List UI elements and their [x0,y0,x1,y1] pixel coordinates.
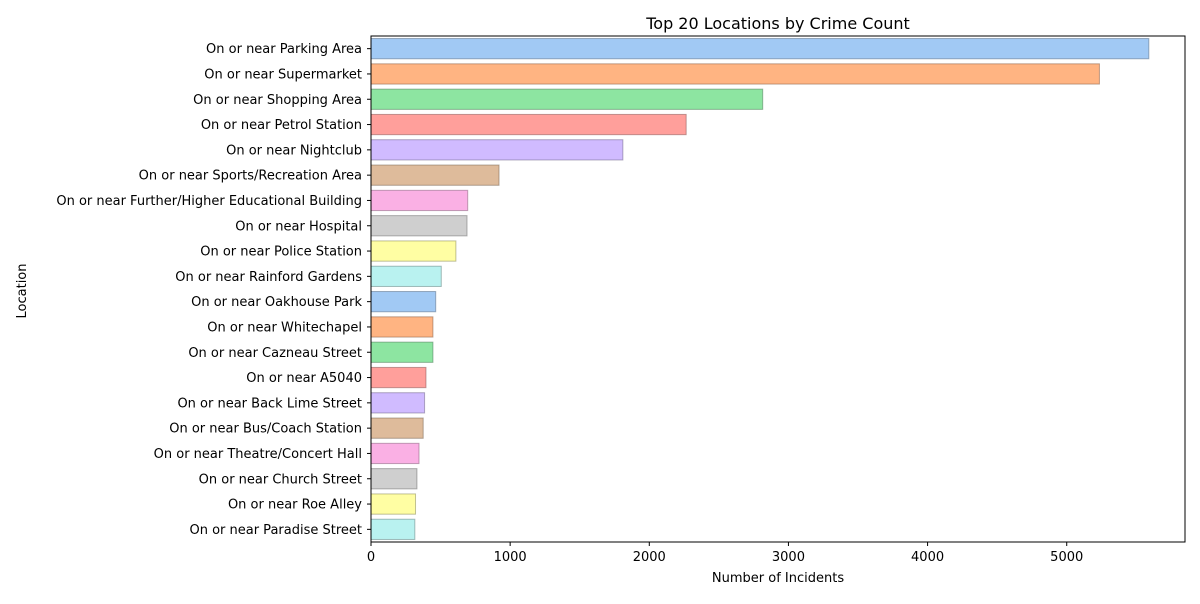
y-tick-label: On or near A5040 [246,371,362,386]
y-tick-label: On or near Further/Higher Educational Bu… [56,194,362,209]
bar [370,265,442,287]
y-tick-label: On or near Shopping Area [193,93,362,108]
x-tick-label: 0 [367,550,375,565]
bar [370,366,427,389]
x-tick-label: 3000 [772,550,805,565]
y-tick-label: On or near Hospital [235,219,362,234]
x-tick-label: 1000 [494,550,527,565]
y-tick-label: On or near Nightclub [226,143,362,158]
y-tick-label: On or near Paradise Street [189,523,362,538]
bar [370,518,416,540]
bar [370,417,424,439]
bar [370,240,457,262]
y-tick-label: On or near Parking Area [206,42,362,57]
bar [370,392,426,414]
chart-title: Top 20 Locations by Crime Count [645,14,910,33]
y-axis-ticks: On or near Parking Area On or near Superm… [56,42,371,538]
x-axis-label: Number of Incidents [712,571,844,586]
x-tick-label: 4000 [911,550,944,565]
y-tick-label: On or near Police Station [200,245,362,260]
y-tick-label: On or near Cazneau Street [188,346,362,361]
bar [370,139,624,161]
bars-layer [370,38,1150,540]
bar [370,341,434,363]
y-tick-label: On or near Supermarket [204,67,362,82]
y-tick-label: On or near Bus/Coach Station [169,422,362,437]
y-tick-label: On or near Sports/Recreation Area [139,169,362,184]
y-tick-label: On or near Back Lime Street [177,396,362,411]
bar [370,442,420,465]
y-tick-label: On or near Church Street [199,472,362,487]
x-axis-ticks: 0 1000 2000 3000 4000 5000 [367,542,1083,565]
bar [370,316,434,338]
bar [370,291,437,313]
bar [370,189,469,212]
y-tick-label: On or near Whitechapel [207,320,362,335]
bar [370,215,468,237]
bar [370,63,1100,85]
y-tick-label: On or near Rainford Gardens [175,270,362,285]
bar [370,468,418,490]
y-tick-label: On or near Petrol Station [201,118,362,133]
y-tick-label: On or near Theatre/Concert Hall [154,447,362,462]
y-tick-label: On or near Oakhouse Park [191,295,362,310]
bar [370,113,687,136]
x-tick-label: 2000 [633,550,666,565]
axis-spines [370,35,1186,543]
y-axis-label: Location [15,264,30,319]
plot-frame [370,35,1186,543]
bar [370,38,1150,60]
y-tick-label: On or near Roe Alley [228,498,362,513]
bar [370,164,500,186]
bar [370,88,764,110]
bar [370,493,417,515]
x-tick-label: 5000 [1050,550,1083,565]
